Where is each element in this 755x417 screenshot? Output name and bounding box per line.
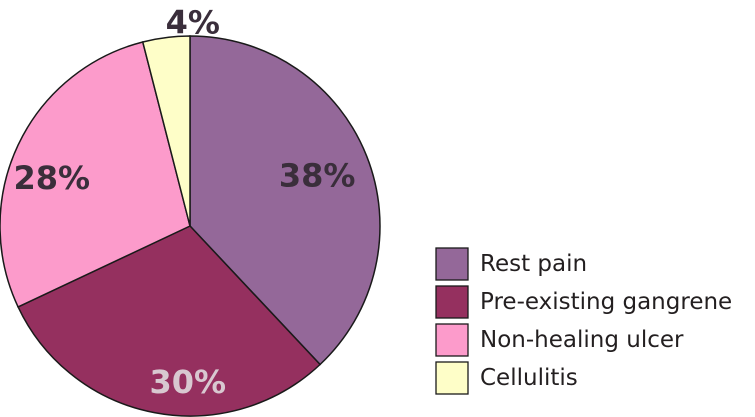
legend-label-non-healing-ulcer: Non-healing ulcer [480, 327, 684, 353]
pie-slice-pre-existing-gangrene [17, 225, 322, 417]
legend-swatch-cellulitis [435, 361, 469, 395]
legend-label-rest-pain: Rest pain [480, 251, 587, 277]
legend-swatch-non-healing-ulcer [435, 323, 469, 357]
slice-label-cellulitis: 4% [166, 4, 220, 42]
slice-label-pre-existing-gangrene: 30% [150, 363, 227, 401]
legend-swatch-pre-existing-gangrene [435, 285, 469, 319]
pie-slice-non-healing-ulcer [0, 41, 191, 308]
pie-slices [0, 35, 381, 417]
legend-label-pre-existing-gangrene: Pre-existing gangrene [480, 289, 732, 315]
legend: Rest pain Pre-existing gangrene Non-healin… [435, 247, 732, 395]
slice-label-rest-pain: 38% [279, 157, 356, 195]
pie-slice-cellulitis [141, 35, 191, 227]
slice-label-non-healing-ulcer: 28% [14, 159, 91, 197]
legend-label-cellulitis: Cellulitis [480, 365, 578, 391]
legend-swatch-rest-pain [435, 247, 469, 281]
pie-labels: 38% 30% 28% 4% [14, 4, 356, 401]
pie-slice-rest-pain [189, 35, 381, 366]
